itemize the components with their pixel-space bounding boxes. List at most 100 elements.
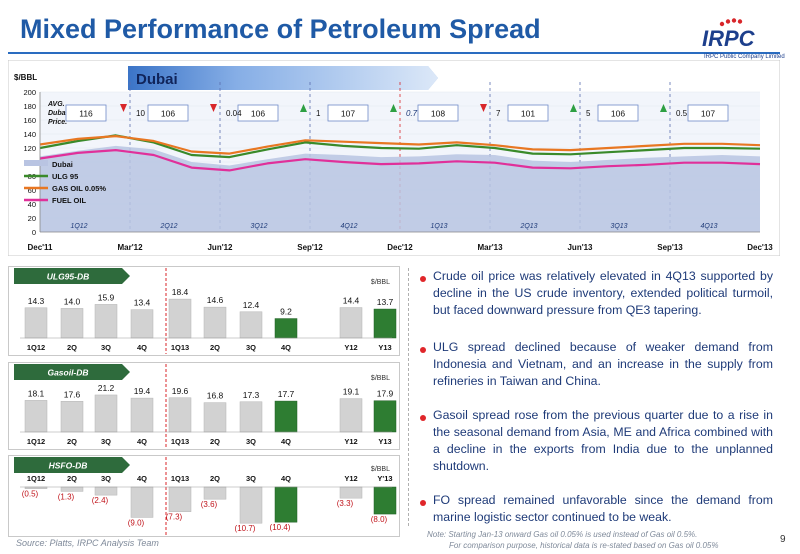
down-arrow-icon: [120, 104, 127, 112]
bar: [339, 398, 363, 433]
bar: [239, 311, 263, 339]
avg-box-frame: [327, 104, 369, 122]
avg-price-box: 106: [147, 104, 189, 122]
bar-value-label: (1.3): [58, 492, 75, 501]
category-label: 3Q: [246, 343, 256, 352]
avg-price-box: 108: [417, 104, 459, 122]
footnote-line-2: For comparison purpose, historical data …: [449, 541, 719, 550]
bar-value-label: 17.9: [377, 389, 394, 399]
avg-price-value: 107: [701, 109, 715, 119]
bar-value-label: 14.3: [28, 296, 45, 306]
y-tick-label: 140: [23, 130, 36, 139]
chart-title-tab: [14, 457, 130, 473]
x-tick-label: Dec'11: [27, 243, 53, 252]
page-title: Mixed Performance of Petroleum Spread: [20, 14, 541, 44]
bar-value-label: 17.6: [64, 389, 81, 399]
category-label: 4Q: [137, 474, 147, 483]
x-tick-label: Mar'12: [117, 243, 143, 252]
series-line-ulg-95: [39, 134, 761, 159]
bar: [373, 400, 397, 433]
bar: [339, 486, 363, 499]
bar: [94, 486, 118, 496]
category-label: 2Q: [67, 437, 77, 446]
avg-change-value: 0.7: [406, 109, 418, 118]
avg-change-value: 7: [496, 109, 501, 118]
bar: [373, 308, 397, 339]
bar-value-label: 18.1: [28, 388, 45, 398]
bar: [60, 308, 84, 339]
category-label: Y12: [344, 474, 357, 483]
footnote-line-1: Note: Starting Jan-13 onward Gas oil 0.0…: [427, 530, 698, 539]
bar: [239, 486, 263, 524]
quarter-label: 2Q13: [519, 223, 537, 230]
bullet-marker: [420, 415, 426, 421]
avg-price-box: 106: [237, 104, 279, 122]
bullet-marker: [420, 500, 426, 506]
category-label: Y'13: [377, 474, 392, 483]
bar: [373, 486, 397, 515]
bar: [339, 307, 363, 339]
quarter-label: 4Q12: [340, 223, 357, 230]
x-tick-label: Jun'12: [207, 243, 233, 252]
bar: [168, 298, 192, 339]
y-tick-label: 40: [28, 200, 36, 209]
avg-price-value: 116: [79, 109, 93, 119]
category-label: 3Q: [101, 474, 111, 483]
avg-price-value: 101: [521, 109, 535, 119]
category-label: 1Q12: [27, 474, 45, 483]
up-arrow-icon: [570, 104, 577, 112]
bar-value-label: 18.4: [172, 287, 189, 297]
category-label: Y13: [378, 343, 391, 352]
bar: [203, 306, 227, 339]
avg-label-line: Price.: [48, 119, 67, 126]
bullet-marker: [420, 276, 426, 282]
bar-value-label: (0.5): [22, 490, 39, 499]
avg-change-value: 10: [136, 109, 145, 118]
bar: [24, 307, 48, 339]
bullet-marker: [420, 347, 426, 353]
avg-box-frame: [417, 104, 459, 122]
x-tick-label: Dec'13: [747, 243, 773, 252]
category-label: 1Q13: [171, 343, 189, 352]
bar-value-label: (7.3): [166, 513, 183, 522]
x-tick-label: Mar'13: [477, 243, 503, 252]
bar-value-label: 13.4: [134, 298, 151, 308]
chart-unit: $/BBL: [371, 375, 390, 382]
bar-value-label: (10.7): [235, 524, 256, 533]
bar-value-label: 21.2: [98, 383, 115, 393]
category-label: 3Q: [101, 343, 111, 352]
bar: [130, 309, 154, 339]
bar: [130, 397, 154, 433]
category-label: 3Q: [101, 437, 111, 446]
category-label: 1Q12: [27, 437, 45, 446]
avg-box-frame: [65, 104, 107, 122]
series-layer: [39, 134, 761, 232]
category-label: 4Q: [281, 343, 291, 352]
down-arrow-icon: [480, 104, 487, 112]
category-label: Y12: [344, 343, 357, 352]
bar: [94, 304, 118, 339]
dubai-price-chart: Dubai $/BBL 0204060801001201401601802001…: [8, 60, 780, 256]
avg-price-box: 101: [507, 104, 549, 122]
category-label: 2Q: [210, 437, 220, 446]
y-tick-label: 120: [23, 144, 36, 153]
category-label: 2Q: [210, 343, 220, 352]
category-label: 4Q: [281, 474, 291, 483]
legend-label: FUEL OIL: [52, 196, 86, 205]
quarter-label: 1Q12: [70, 223, 87, 230]
bar-value-label: 17.3: [243, 390, 260, 400]
y-axis-unit: $/BBL: [14, 73, 37, 82]
y-tick-label: 60: [28, 186, 36, 195]
avg-change-value: 5: [586, 109, 591, 118]
bar-value-label: 17.7: [278, 389, 295, 399]
y-tick-label: 160: [23, 116, 36, 125]
chart-title: ULG95-DB: [47, 272, 90, 282]
x-tick-label: Jun'13: [567, 243, 593, 252]
y-tick-label: 20: [28, 214, 36, 223]
category-label: 1Q13: [171, 437, 189, 446]
bar-charts-divider: [408, 268, 409, 526]
bar-value-label: (3.6): [201, 500, 218, 509]
y-tick-label: 180: [23, 102, 36, 111]
chart-legend: Dubai ULG 95 GAS OIL 0.05% FUEL OIL: [24, 160, 106, 205]
category-label: 4Q: [281, 437, 291, 446]
